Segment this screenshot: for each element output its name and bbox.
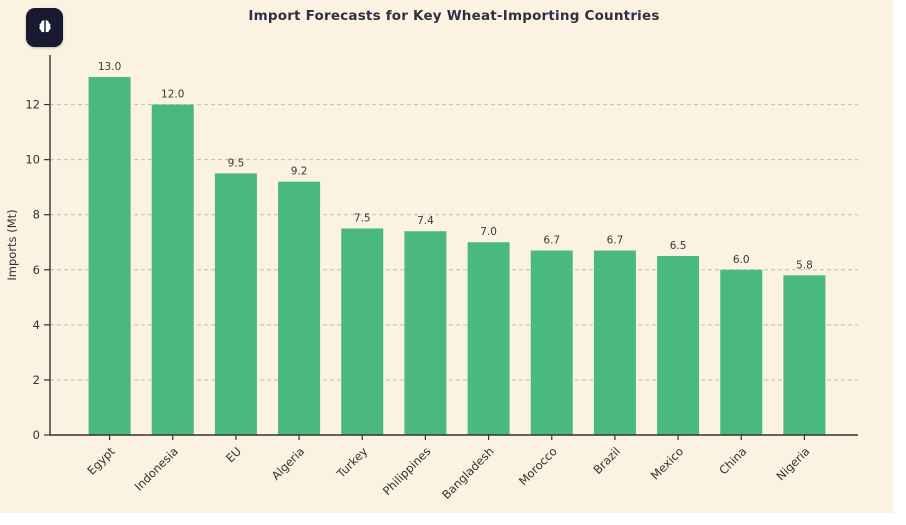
y-tick-label: 4 [33, 318, 40, 332]
y-axis-label: Imports (Mt) [5, 209, 19, 280]
bar-value-label: 7.0 [480, 226, 497, 238]
bar [593, 250, 636, 435]
bar-value-label: 13.0 [98, 61, 121, 73]
bar [341, 228, 384, 435]
chart-title: Import Forecasts for Key Wheat-Importing… [248, 8, 660, 24]
y-tick-label: 2 [33, 373, 40, 387]
bar [404, 231, 447, 435]
bar [278, 181, 321, 435]
bar [151, 104, 194, 435]
bar-value-label: 5.8 [796, 259, 813, 271]
bar [720, 269, 763, 435]
x-tick-label: EU [223, 444, 244, 465]
app-badge [26, 8, 63, 47]
chart-canvas: Import Forecasts for Key Wheat-Importing… [0, 0, 893, 513]
bar-chart: 0 2 4 6 8 10 12 13.0 Egypt 12.0 Indonesia 9.5 EU 9.2 A… [5, 55, 858, 502]
x-tick-label: Egypt [84, 444, 118, 478]
x-tick-label: Turkey [333, 444, 370, 481]
bar [783, 275, 826, 435]
x-tick-label: Brazil [590, 444, 623, 477]
x-tick-label: Bangladesh [439, 444, 497, 502]
bar [88, 77, 131, 435]
x-tick-label: Indonesia [132, 444, 181, 493]
x-tick-label: Philippines [380, 444, 434, 498]
y-tick-label: 6 [33, 263, 40, 277]
x-tick-label: Morocco [516, 444, 560, 488]
bar-value-label: 9.5 [228, 157, 245, 169]
bar-value-label: 9.2 [291, 166, 308, 178]
x-tick-label: China [716, 444, 749, 477]
x-tick-label: Nigeria [774, 444, 813, 483]
bar [657, 256, 700, 435]
bar-value-label: 6.0 [733, 254, 750, 266]
bar-value-label: 6.7 [543, 235, 560, 247]
y-tick-label: 10 [25, 153, 40, 167]
y-tick-label: 0 [33, 428, 40, 442]
x-tick-label: Algeria [269, 444, 307, 482]
bar-value-label: 12.0 [161, 89, 184, 101]
brain-icon [38, 19, 51, 32]
bar [467, 242, 510, 435]
bar-value-label: 7.4 [417, 215, 434, 227]
bar-value-label: 6.7 [607, 235, 624, 247]
bar-value-label: 7.5 [354, 212, 371, 224]
x-tick-label: Mexico [648, 444, 686, 482]
bar [214, 173, 257, 435]
bar [530, 250, 573, 435]
y-tick-label: 8 [33, 208, 40, 222]
bar-value-label: 6.5 [670, 240, 687, 252]
y-tick-label: 12 [25, 98, 40, 112]
